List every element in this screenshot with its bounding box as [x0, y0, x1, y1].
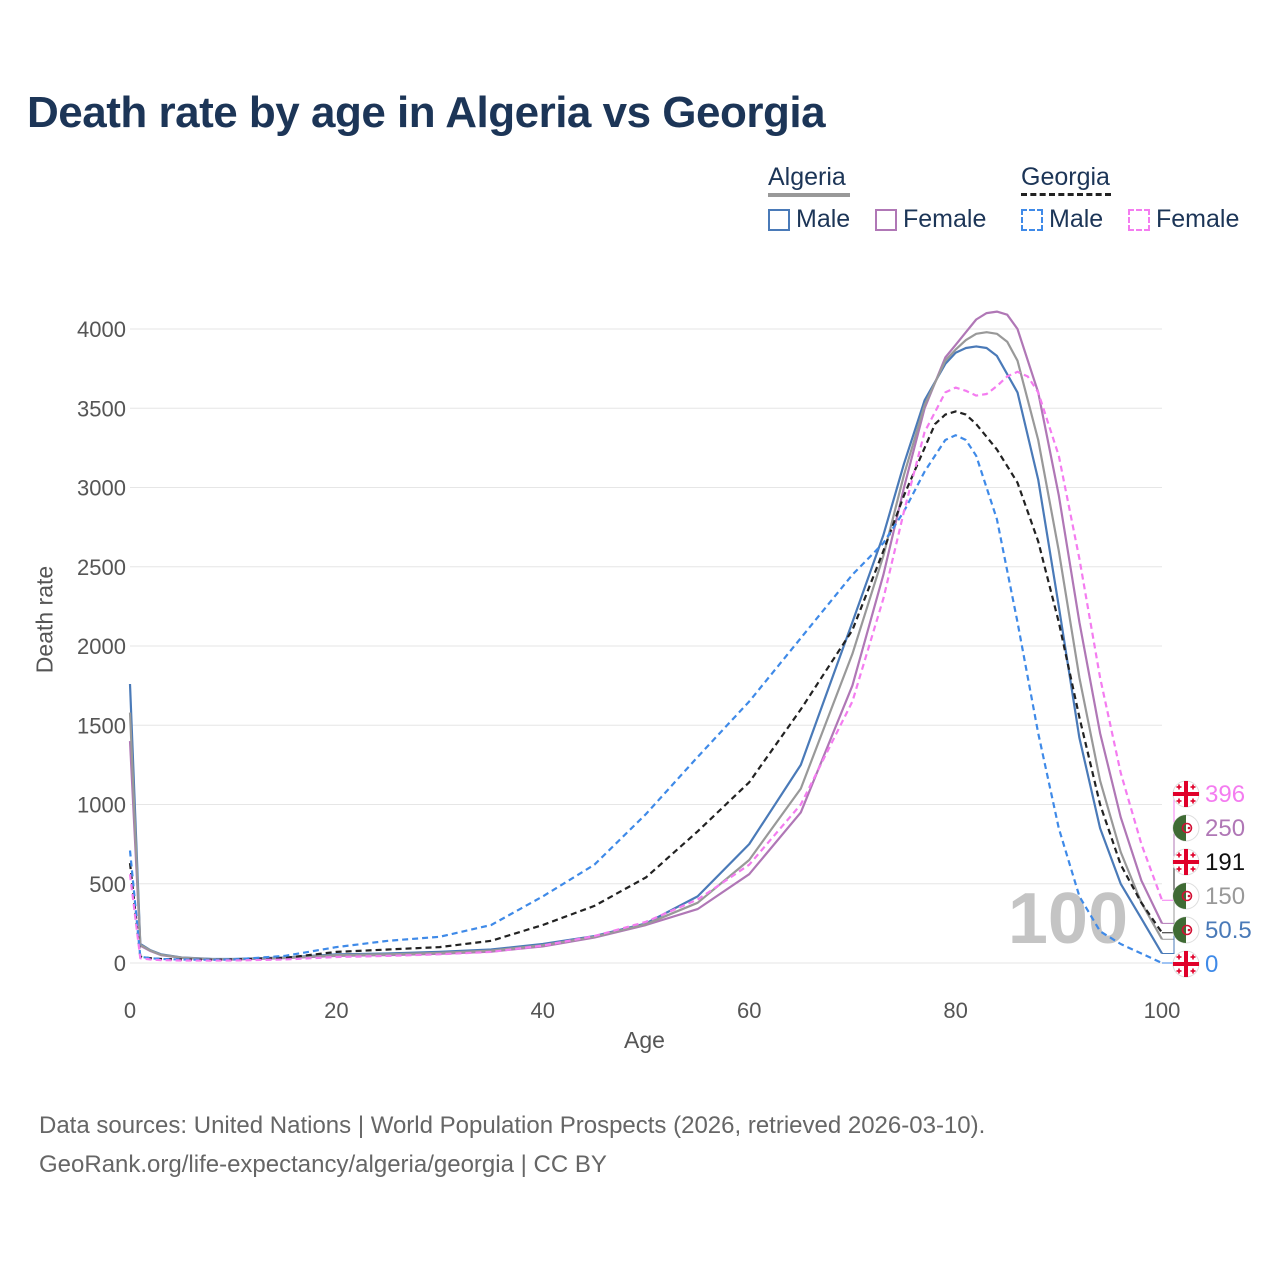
- legend-swatch-georgia-female: [1128, 208, 1150, 231]
- x-tick-label: 100: [1144, 998, 1181, 1023]
- x-tick-label: 40: [531, 998, 555, 1023]
- series-line-georgia-female[interactable]: [128, 370, 1164, 962]
- legend-item-algeria-female[interactable]: Female: [875, 205, 986, 234]
- end-value-label: 50.5: [1205, 917, 1252, 944]
- end-value-label: 0: [1205, 951, 1218, 978]
- legend-item-algeria-male[interactable]: Male: [768, 205, 850, 234]
- algeria-flag-icon: [1172, 916, 1200, 944]
- legend-swatch-algeria-female: [875, 208, 897, 231]
- georgia-flag-icon: [1172, 848, 1200, 876]
- y-tick-label: 1000: [77, 793, 126, 818]
- end-value-label: 191: [1205, 849, 1245, 876]
- y-tick-label: 4000: [77, 317, 126, 342]
- y-tick-label: 500: [89, 872, 126, 897]
- legend-group-title-algeria: Algeria: [768, 163, 846, 191]
- legend-item-georgia-female[interactable]: Female: [1128, 205, 1239, 234]
- source-line-2: GeoRank.org/life-expectancy/algeria/geor…: [39, 1151, 607, 1178]
- y-tick-label: 0: [114, 951, 126, 976]
- x-tick-label: 0: [124, 998, 136, 1023]
- y-tick-label: 2500: [77, 555, 126, 580]
- x-tick-label: 80: [943, 998, 967, 1023]
- legend-solid-line-sample: [768, 193, 850, 197]
- y-tick-label: 1500: [77, 713, 126, 738]
- legend-label-georgia-female: Female: [1156, 205, 1240, 233]
- end-label-connector: [1162, 825, 1180, 924]
- legend-label-georgia-male: Male: [1049, 205, 1104, 233]
- x-tick-label: 60: [737, 998, 761, 1023]
- legend-dashed-line-sample: [1021, 193, 1111, 196]
- end-value-label: 250: [1205, 815, 1245, 842]
- legend-swatch-georgia-male: [1021, 208, 1043, 231]
- series-line-algeria[interactable]: [128, 331, 1163, 961]
- algeria-flag-icon: [1172, 882, 1200, 910]
- y-tick-label: 3000: [77, 476, 126, 501]
- legend-swatch-algeria-male: [768, 208, 790, 231]
- x-axis-title: Age: [624, 1027, 665, 1053]
- legend-label-algeria-male: Male: [796, 205, 851, 233]
- chart-title: Death rate by age in Algeria vs Georgia: [27, 88, 826, 137]
- end-value-label: 396: [1205, 781, 1245, 808]
- end-value-label: 150: [1205, 883, 1245, 910]
- x-tick-label: 20: [324, 998, 348, 1023]
- legend-label-algeria-female: Female: [903, 205, 987, 233]
- legend-group-title-georgia: Georgia: [1021, 163, 1110, 191]
- georgia-flag-icon: [1172, 780, 1200, 808]
- series-line-algeria-female[interactable]: [128, 310, 1163, 961]
- series-line-algeria-male[interactable]: [128, 345, 1163, 961]
- end-label-connector: [1162, 791, 1180, 901]
- series-line-georgia[interactable]: [128, 410, 1163, 961]
- georgia-flag-icon: [1172, 950, 1200, 978]
- y-tick-label: 2000: [77, 634, 126, 659]
- y-tick-label: 3500: [77, 396, 126, 421]
- source-line-1: Data sources: United Nations | World Pop…: [39, 1112, 986, 1139]
- year-watermark: 100: [1008, 879, 1128, 959]
- legend-item-georgia-male[interactable]: Male: [1021, 205, 1103, 234]
- source-note: Data sources: United Nations | World Pop…: [39, 1106, 985, 1184]
- algeria-flag-icon: [1172, 814, 1200, 842]
